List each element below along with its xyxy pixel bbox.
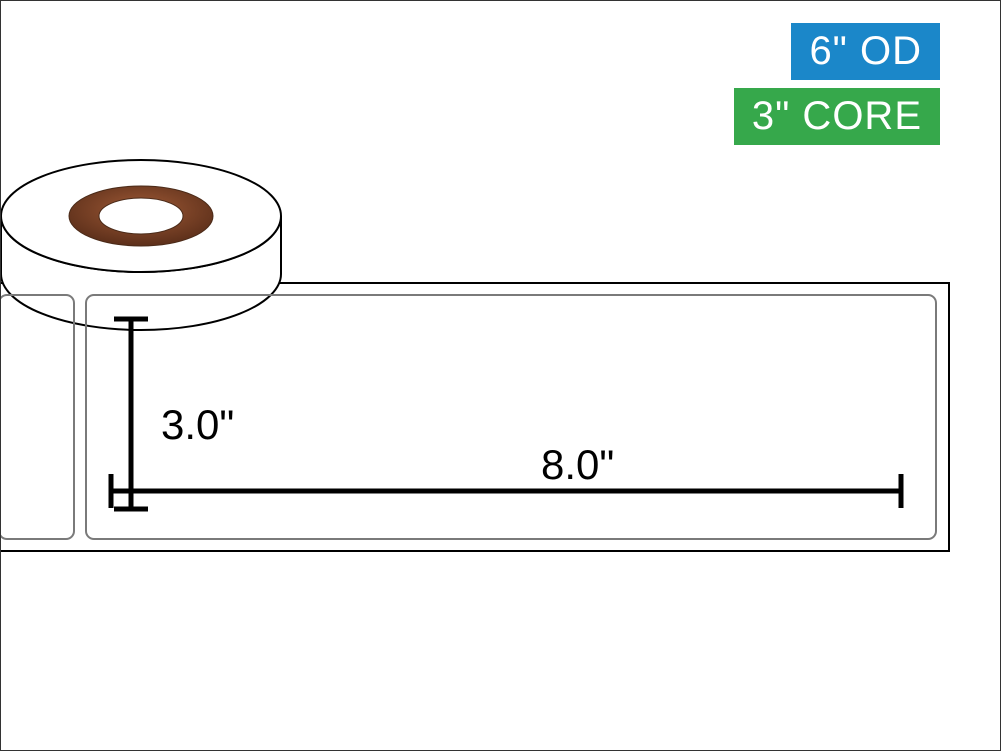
label-roll-diagram — [1, 1, 1001, 752]
width-label: 8.0" — [541, 441, 614, 489]
roll-core-hole — [99, 198, 183, 234]
height-label: 3.0" — [161, 401, 234, 449]
